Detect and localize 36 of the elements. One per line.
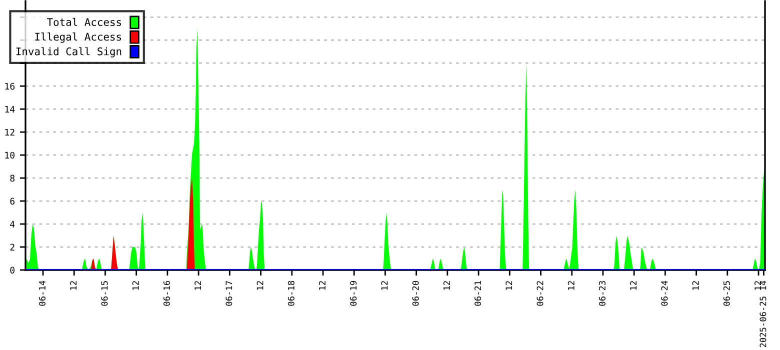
x-tick-label: 12 [506, 281, 512, 290]
x-tick-label: 06-23 [598, 281, 606, 306]
x-tick-label: 2025-06-25 14 [760, 280, 766, 348]
x-tick-label: 06-21 [474, 281, 482, 306]
y-tick-label: 4 [10, 220, 15, 228]
x-tick-label: 06-15 [101, 281, 108, 306]
y-tick-label: 6 [10, 198, 14, 205]
x-tick-label: 12 [568, 281, 574, 290]
x-tick-label: 12 [443, 281, 450, 290]
x-tick-label: 12 [70, 281, 77, 290]
x-tick-label: 12 [630, 281, 636, 290]
legend-label: Invalid Call Sign [16, 47, 122, 58]
x-tick-label: 12 [381, 281, 388, 290]
x-tick-label: 06-24 [661, 280, 668, 306]
x-tick-label: 06-19 [350, 281, 357, 306]
x-tick-label: 12 [318, 281, 326, 290]
y-tick-label: 10 [5, 152, 14, 159]
x-tick-label: 06-18 [288, 280, 294, 306]
x-tick-label: 06-20 [412, 280, 419, 306]
x-tick-label: 12 [256, 281, 264, 290]
y-tick-label: 2 [10, 244, 14, 250]
y-tick-label: 16 [5, 82, 14, 90]
x-tick-label: 06-25 [723, 281, 730, 306]
x-tick-label: 06-17 [226, 281, 232, 306]
y-tick-label: 8 [10, 174, 15, 182]
x-tick-label: 06-14 [39, 280, 46, 306]
y-tick-label: 12 [5, 128, 14, 136]
x-tick-label: 12 [692, 281, 699, 290]
x-tick-label: 06-16 [163, 280, 170, 306]
y-tick-label: 0 [10, 266, 14, 274]
legend-label: Total Access [47, 18, 121, 26]
x-tick-label: 12 [132, 281, 139, 290]
legend-label: Illegal Access [35, 32, 121, 43]
y-tick-label: 14 [5, 106, 15, 113]
x-tick-label: 06-22 [536, 281, 544, 306]
x-tick-label: 12 [194, 281, 201, 290]
